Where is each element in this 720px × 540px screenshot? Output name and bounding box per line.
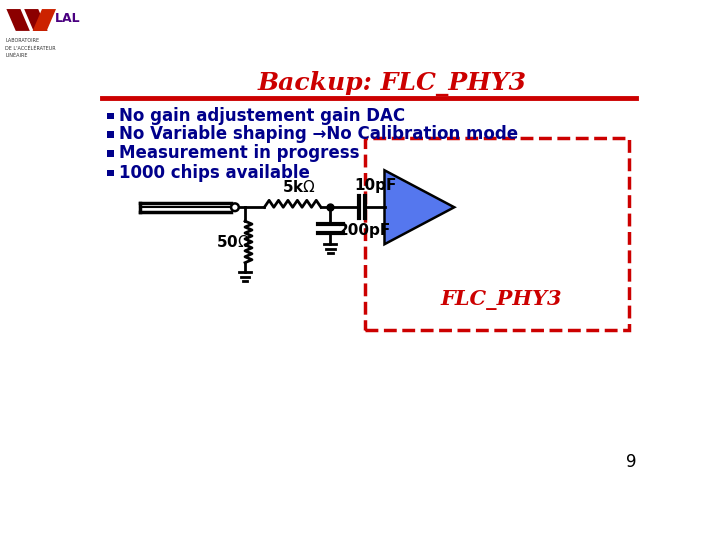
Polygon shape	[32, 9, 56, 31]
Text: LABORATOIRE: LABORATOIRE	[6, 38, 40, 43]
Text: 1000 chips available: 1000 chips available	[120, 164, 310, 181]
Text: FLC_PHY3: FLC_PHY3	[440, 289, 562, 309]
Polygon shape	[24, 9, 48, 31]
Text: 10pF: 10pF	[354, 178, 397, 193]
Polygon shape	[384, 170, 454, 244]
Text: LAL: LAL	[55, 12, 81, 25]
Text: LINÉAIRE: LINÉAIRE	[6, 53, 28, 58]
Bar	[107, 150, 114, 157]
Bar	[107, 131, 114, 138]
Text: 9: 9	[626, 454, 636, 471]
Text: DE L'ACCÉLÉRATEUR: DE L'ACCÉLÉRATEUR	[6, 45, 56, 51]
Text: No Variable shaping →No Calibration mode: No Variable shaping →No Calibration mode	[120, 125, 518, 143]
Text: Measurement in progress: Measurement in progress	[120, 144, 360, 163]
Text: 5k$\Omega$: 5k$\Omega$	[282, 179, 315, 195]
Text: No gain adjustement gain DAC: No gain adjustement gain DAC	[120, 106, 405, 125]
Text: 50$\Omega$: 50$\Omega$	[215, 234, 250, 250]
Text: 200pF: 200pF	[338, 223, 391, 238]
Bar	[365, 138, 629, 330]
Polygon shape	[6, 9, 30, 31]
Bar	[107, 112, 114, 119]
Bar	[107, 170, 114, 177]
Text: Backup: FLC_PHY3: Backup: FLC_PHY3	[258, 71, 527, 96]
